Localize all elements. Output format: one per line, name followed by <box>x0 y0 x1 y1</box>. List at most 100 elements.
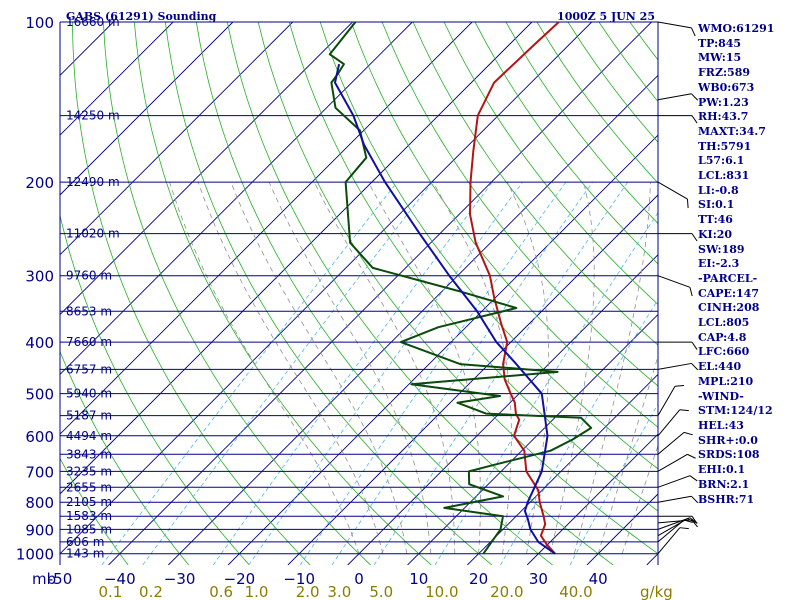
height-label: 4494 m <box>66 429 112 443</box>
stat-line: TH:5791 <box>698 139 752 153</box>
height-label: 5187 m <box>66 409 112 423</box>
stat-line: HEL:43 <box>698 418 744 432</box>
height-label: 2655 m <box>66 480 112 494</box>
height-label: 6757 m <box>66 362 112 376</box>
pressure-tick-label: 900 <box>25 521 54 539</box>
dry-adiabat-line <box>164 22 493 565</box>
isobar-lines <box>59 21 659 565</box>
isotherm-line <box>60 22 473 435</box>
isotherm-line <box>60 22 294 256</box>
pressure-tick-label: 800 <box>25 494 54 512</box>
height-label: 1583 m <box>66 509 112 523</box>
temperature-line <box>469 22 560 555</box>
stat-line: BSHR:71 <box>698 492 755 506</box>
stat-line: WB0:673 <box>698 80 755 94</box>
mixing-ratio-line <box>331 181 593 565</box>
wind-barb <box>657 93 699 101</box>
temperature-tick-label: 20 <box>469 570 488 588</box>
wind-barb <box>657 21 696 37</box>
isotherm-line <box>60 22 174 136</box>
dry-adiabat-line <box>443 22 658 305</box>
mixing-ratio-line <box>569 403 658 565</box>
dry-adiabat-line <box>133 22 432 565</box>
temperature-tick-label: −40 <box>104 570 136 588</box>
temperature-tick-label: −10 <box>283 570 315 588</box>
height-label: 14250 m <box>66 109 120 123</box>
parcel-line <box>334 63 556 555</box>
temperature-tick-label: −30 <box>164 570 196 588</box>
stat-line: FRZ:589 <box>698 66 751 80</box>
stat-line: -PARCEL- <box>698 271 758 285</box>
height-label: 9760 m <box>66 269 112 283</box>
dry-adiabat-line <box>350 22 658 428</box>
stat-line: CAP:4.8 <box>698 330 747 344</box>
stat-line: EI:-2.3 <box>698 257 740 271</box>
mixing-ratio-tick-label: 10.0 <box>425 583 458 600</box>
mixing-ratio-unit-label: g/kg <box>640 583 673 600</box>
mixing-ratio-line <box>500 298 658 565</box>
dry-adiabat-line <box>288 22 658 512</box>
height-label: 7660 m <box>66 335 112 349</box>
stat-line: MW:15 <box>698 51 742 65</box>
temperature-tick-label: 40 <box>589 570 608 588</box>
chart-timestamp: 1000Z 5 JUN 25 <box>557 10 655 23</box>
height-label: 3235 m <box>66 464 112 478</box>
stat-line: STM:124/12 <box>698 404 773 418</box>
height-label: 12490 m <box>66 175 120 189</box>
stat-line: BRN:2.1 <box>698 477 750 491</box>
dry-adiabat-line <box>474 22 658 265</box>
dry-adiabat-line <box>60 213 250 565</box>
pressure-tick-label: 700 <box>25 463 54 481</box>
isotherm-line <box>168 74 658 565</box>
plot-background <box>60 22 658 565</box>
stat-line: L57:6.1 <box>698 154 745 168</box>
pressure-tick-label: 300 <box>25 268 54 286</box>
wind-barb <box>657 453 696 472</box>
wind-barb <box>657 519 693 543</box>
pressure-tick-label: 500 <box>25 386 54 404</box>
wind-barb <box>657 527 689 555</box>
mixing-ratio-tick-label: 20.0 <box>490 583 523 600</box>
stat-line: KI:20 <box>698 227 733 241</box>
stat-line: TT:46 <box>698 213 733 227</box>
isotherm-line <box>60 22 234 196</box>
wind-barb <box>657 409 689 437</box>
isotherm-line <box>108 22 652 565</box>
wind-barbs <box>657 21 699 555</box>
dry-adiabat-line <box>103 22 371 565</box>
moist-adiabat-line <box>169 181 360 554</box>
pressure-tick-label: 200 <box>25 174 54 192</box>
stat-line: CAPE:147 <box>698 286 759 300</box>
wind-barb <box>657 495 699 504</box>
wind-barb <box>658 233 698 242</box>
stat-line: EL:440 <box>698 360 742 374</box>
isotherm-line <box>60 22 353 316</box>
height-label: 143 m <box>66 547 104 561</box>
stat-line: MAXT:34.7 <box>698 124 766 138</box>
pressure-tick-label: 600 <box>25 428 54 446</box>
dry-adiabat-line <box>226 22 614 565</box>
isotherm-line <box>0 22 54 565</box>
stat-line: SI:0.1 <box>698 198 735 212</box>
thermo-grid <box>0 22 658 565</box>
mixing-ratio-line <box>434 211 658 565</box>
mixing-ratio-line <box>142 181 433 565</box>
height-label: 1085 m <box>66 522 112 536</box>
height-label: 8653 m <box>66 304 112 318</box>
mixing-ratio-tick-label: 1.0 <box>245 583 269 600</box>
height-label: 2105 m <box>66 495 112 509</box>
wind-barb <box>657 475 698 488</box>
mixing-ratio-line <box>212 181 493 565</box>
isotherm-line <box>60 22 533 495</box>
stat-line: -WIND- <box>698 389 744 403</box>
mixing-ratio-tick-label: 0.2 <box>139 583 163 600</box>
moist-adiabat-line <box>230 181 408 554</box>
wind-barb <box>657 181 689 209</box>
mixing-ratio-line <box>101 181 398 565</box>
pressure-tick-label: 100 <box>25 14 54 32</box>
height-label: 3843 m <box>66 447 112 461</box>
isotherm-line <box>407 313 658 565</box>
temperature-tick-label: 30 <box>529 570 548 588</box>
mixing-ratio-tick-label: 0.6 <box>209 583 233 600</box>
temperature-tick-label: -50 <box>48 570 73 588</box>
